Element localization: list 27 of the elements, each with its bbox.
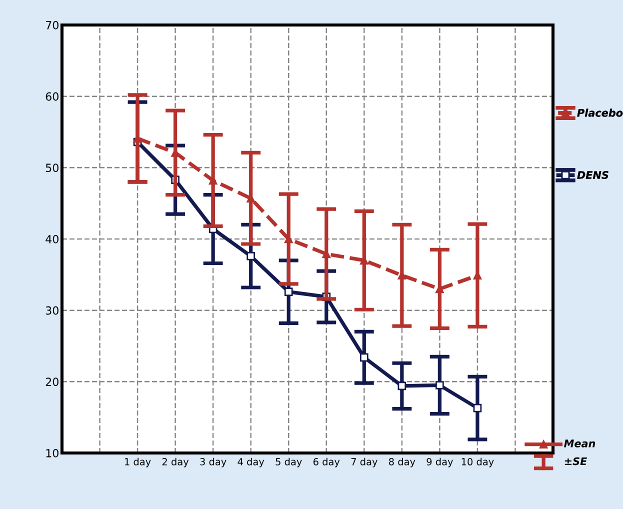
y-tick-label: 10 [46,448,58,458]
x-tick-label: 8 day [389,458,416,468]
x-tick-label: 6 day [313,458,340,468]
text: ±SE [564,457,588,466]
x-tick-label: 7 day [351,458,378,468]
text: Mean [564,440,596,448]
point [473,404,482,412]
point [436,381,444,390]
point [398,382,406,390]
y-tick-label: 70 [46,20,58,30]
point [246,252,256,260]
x-tick-label: 3 day [200,458,226,468]
x-tick-label: 10 day [462,458,494,468]
y-tick-label: 20 [46,378,58,386]
legend-label: DENS [577,171,608,179]
legend-label: Placebo [577,108,623,117]
x-tick-label: 2 day [162,458,189,468]
x-tick-label: 1 day [125,458,151,468]
y-tick-label: 30 [46,306,58,315]
point [284,288,293,296]
y-tick-label: 50 [46,164,58,172]
x-tick-label: 9 day [426,458,453,468]
x-tick-label: 5 day [276,458,302,468]
point [360,353,368,362]
y-tick-label: 60 [46,92,58,101]
x-tick-label: 4 day [238,458,264,468]
y-tick-label: 40 [46,234,58,244]
